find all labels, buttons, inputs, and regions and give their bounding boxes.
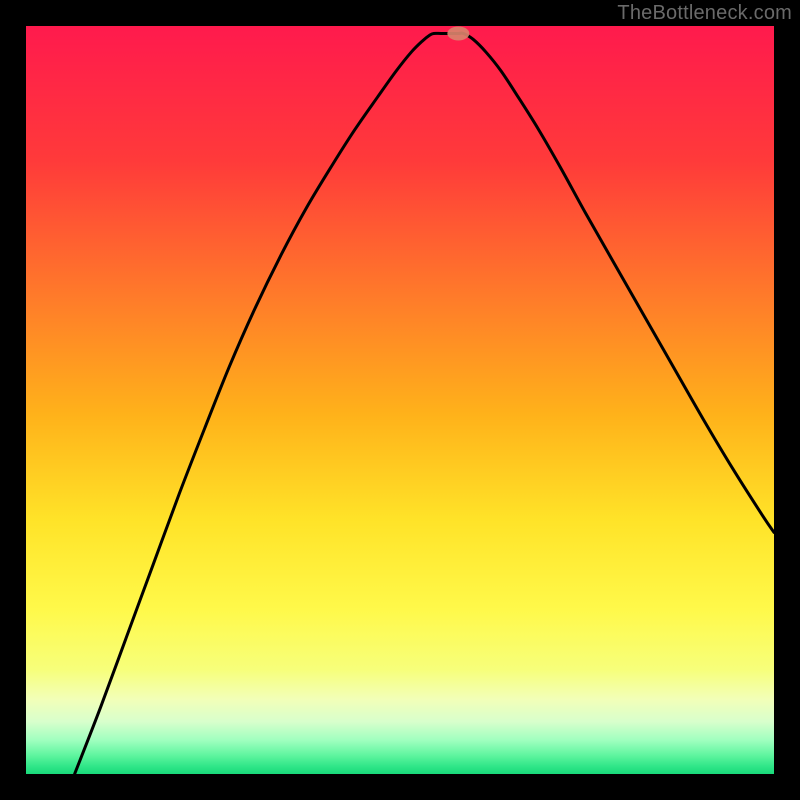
plot-gradient-area (26, 26, 774, 774)
bottleneck-chart (0, 0, 800, 800)
watermark-text: TheBottleneck.com (617, 2, 792, 25)
optimal-point-marker (447, 26, 469, 40)
